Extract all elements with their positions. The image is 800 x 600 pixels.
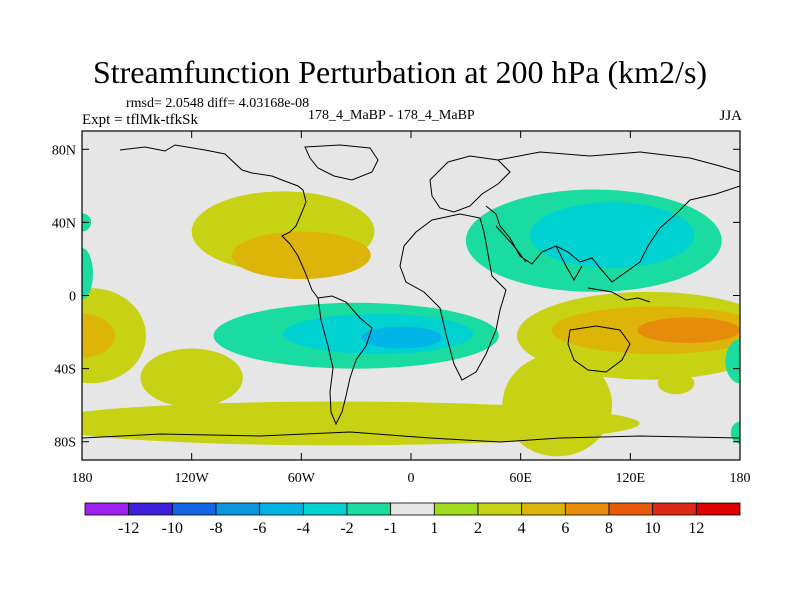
contour-region xyxy=(361,326,443,349)
colorbar-swatch xyxy=(564,502,610,516)
y-tick-label: 80S xyxy=(54,436,76,451)
colorbar-swatch xyxy=(128,502,173,516)
coastline-south-america xyxy=(317,295,373,426)
colorbar: -12 -10 -8 -6 -4 -2 -1 1 2 4 6 8 10 12 xyxy=(84,502,741,537)
colorbar-swatch xyxy=(390,502,435,516)
x-tick-label: 0 xyxy=(408,471,415,486)
colorbar-label: -1 xyxy=(384,520,397,537)
colorbar-swatch xyxy=(84,502,130,516)
coastline-arabia-india xyxy=(495,225,583,282)
colorbar-label: 8 xyxy=(605,520,613,537)
colorbar-label: -12 xyxy=(118,520,139,537)
colorbar-label: 12 xyxy=(688,520,704,537)
contour-region xyxy=(82,247,93,300)
colorbar-swatch xyxy=(171,502,217,516)
contour-region xyxy=(725,339,740,384)
y-tick-label: 40S xyxy=(54,363,76,378)
x-tick-label: 120E xyxy=(616,471,646,486)
colorbar-label: -10 xyxy=(162,520,183,537)
coastline-australia xyxy=(567,325,631,373)
x-tick-label: 180 xyxy=(72,471,93,486)
colorbar-swatch xyxy=(215,502,261,516)
colorbar-swatch xyxy=(608,502,654,516)
coastline-indonesia xyxy=(587,287,651,303)
coastline-north-america xyxy=(119,144,319,299)
contour-region xyxy=(82,313,115,358)
chart-title: Streamfunction Perturbation at 200 hPa (… xyxy=(92,54,708,90)
colorbar-swatch xyxy=(695,502,741,516)
contour-region xyxy=(637,317,740,344)
y-tick-label: 80N xyxy=(52,143,76,158)
coastline-greenland xyxy=(304,144,379,181)
contour-region xyxy=(502,353,613,457)
x-tick-label: 120W xyxy=(175,471,210,486)
colorbar-label: -2 xyxy=(340,520,353,537)
colorbar-label: -8 xyxy=(209,520,222,537)
x-tick-label: 60W xyxy=(288,471,316,486)
colorbar-label: 2 xyxy=(474,520,482,537)
coastline-europe xyxy=(429,155,511,213)
colorbar-label: -4 xyxy=(297,520,310,537)
colorbar-swatch xyxy=(346,502,392,516)
colorbar-label: 4 xyxy=(518,520,526,537)
colorbar-swatch xyxy=(477,502,523,516)
season-annotation: JJA xyxy=(719,108,742,124)
x-tick-label: 60E xyxy=(509,471,532,486)
x-axis: 180 120W 60W 0 60E 120E 180 xyxy=(72,131,751,486)
y-axis: 80N 40N 0 40S 80S xyxy=(52,143,740,451)
contour-region xyxy=(231,231,371,280)
contour-region xyxy=(82,401,640,446)
rmsd-annotation: rmsd= 2.0548 diff= 4.03168e-08 xyxy=(126,96,310,111)
contour-region xyxy=(529,202,695,269)
contour-region xyxy=(657,372,695,395)
colorbar-swatch xyxy=(521,502,566,516)
contour-fill-layer xyxy=(82,189,740,457)
colorbar-swatch xyxy=(433,502,479,516)
colorbar-label: -6 xyxy=(253,520,266,537)
coastline-africa xyxy=(399,213,507,381)
colorbar-label: 10 xyxy=(645,520,661,537)
coastline-asia xyxy=(485,151,740,283)
colorbar-swatch xyxy=(652,502,697,516)
runs-annotation: 178_4_MaBP - 178_4_MaBP xyxy=(308,108,475,123)
colorbar-label: 1 xyxy=(430,520,438,537)
y-tick-label: 0 xyxy=(69,290,76,305)
experiment-annotation: Expt = tflMk-tfkSk xyxy=(82,112,198,128)
colorbar-swatch xyxy=(259,502,304,516)
colorbar-swatch xyxy=(302,502,348,516)
coastline-antarctica xyxy=(82,431,740,443)
coastline-layer xyxy=(82,144,740,443)
x-tick-label: 180 xyxy=(730,471,751,486)
y-tick-label: 40N xyxy=(52,216,76,231)
colorbar-label: 6 xyxy=(561,520,569,537)
contour-region xyxy=(140,348,243,407)
